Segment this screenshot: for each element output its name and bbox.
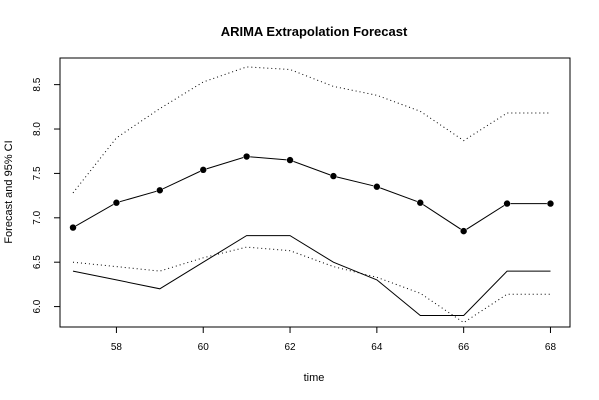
forecast-line <box>72 155 551 232</box>
y-tick-label: 8.5 <box>32 77 43 91</box>
plot-frame <box>59 57 571 328</box>
y-axis: 6.0 6.5 7.0 7.5 8.0 8.5 <box>32 77 60 314</box>
series-layer <box>69 66 555 324</box>
x-axis: 58 60 62 64 66 68 <box>111 327 557 353</box>
forecast-point <box>330 172 337 180</box>
y-axis-label: Forecast and 95% CI <box>3 140 15 243</box>
x-tick-label: 68 <box>545 342 557 353</box>
forecast-point <box>113 199 120 206</box>
x-tick-label: 60 <box>198 342 210 353</box>
y-tick-label: 7.0 <box>32 210 43 224</box>
forecast-point <box>547 200 554 207</box>
lower-ci-line <box>72 246 551 324</box>
y-tick-label: 6.5 <box>32 255 43 269</box>
y-tick-label: 8.0 <box>32 122 43 136</box>
forecast-point <box>200 166 207 174</box>
upper-ci-line <box>72 66 551 194</box>
forecast-point <box>460 227 467 235</box>
forecast-point <box>417 199 424 206</box>
y-tick-label: 7.5 <box>32 166 43 180</box>
forecast-point <box>156 187 164 194</box>
x-axis-label: time <box>304 372 325 384</box>
forecast-point <box>503 200 511 207</box>
x-tick-label: 66 <box>458 342 470 353</box>
x-tick-label: 58 <box>111 342 123 353</box>
chart-title: ARIMA Extrapolation Forecast <box>221 24 408 39</box>
x-tick-label: 62 <box>284 342 296 353</box>
x-tick-label: 64 <box>371 342 383 353</box>
forecast-point <box>286 156 294 164</box>
forecast-point <box>243 153 250 160</box>
forecast-point <box>373 183 381 190</box>
forecast-point <box>69 224 77 231</box>
actual-line <box>72 235 551 316</box>
y-tick-label: 6.0 <box>32 299 43 313</box>
